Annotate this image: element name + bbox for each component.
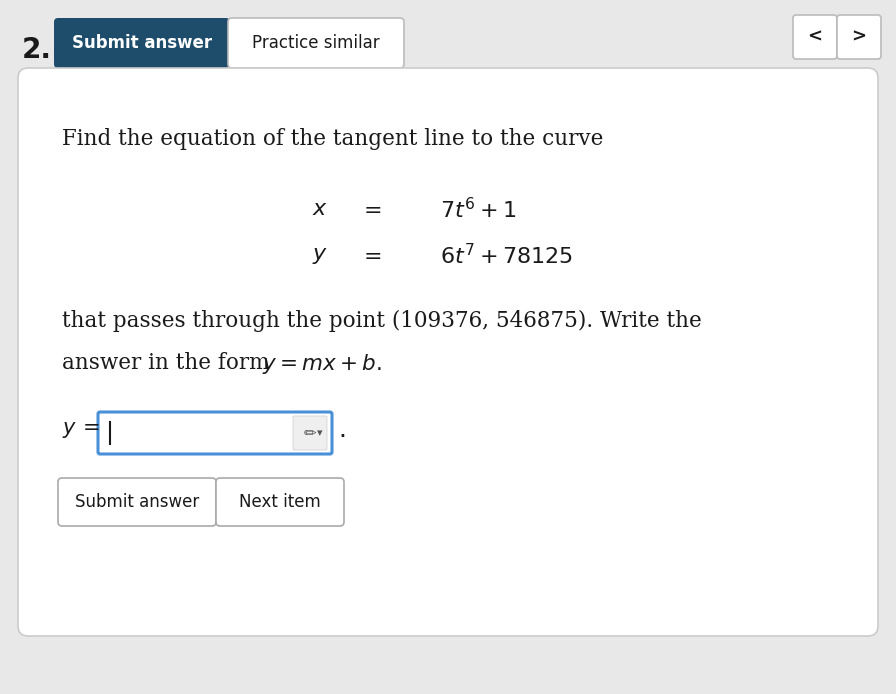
Text: $y$: $y$ — [312, 244, 328, 266]
Text: ▾: ▾ — [317, 428, 323, 438]
Text: Submit answer: Submit answer — [75, 493, 199, 511]
Text: Submit answer: Submit answer — [72, 34, 212, 52]
Text: Practice similar: Practice similar — [252, 34, 380, 52]
Text: 2.: 2. — [22, 36, 52, 64]
FancyBboxPatch shape — [98, 412, 332, 454]
FancyBboxPatch shape — [793, 15, 837, 59]
Text: $6t^7+78125$: $6t^7+78125$ — [440, 244, 573, 269]
Text: >: > — [851, 28, 866, 46]
Text: $y = mx + b.$: $y = mx + b.$ — [262, 352, 382, 376]
Text: ✏: ✏ — [304, 425, 316, 441]
Text: Find the equation of the tangent line to the curve: Find the equation of the tangent line to… — [62, 128, 603, 150]
Text: .: . — [338, 418, 346, 442]
Text: <: < — [807, 28, 823, 46]
FancyBboxPatch shape — [54, 18, 230, 68]
FancyBboxPatch shape — [18, 68, 878, 636]
Text: $7t^6+1$: $7t^6+1$ — [440, 198, 516, 223]
FancyBboxPatch shape — [0, 0, 896, 75]
FancyBboxPatch shape — [58, 478, 216, 526]
Text: Next item: Next item — [239, 493, 321, 511]
Text: $x$: $x$ — [312, 198, 328, 220]
Text: $=$: $=$ — [358, 198, 382, 220]
Text: that passes through the point (109376, 546875). Write the: that passes through the point (109376, 5… — [62, 310, 702, 332]
FancyBboxPatch shape — [293, 416, 327, 450]
FancyBboxPatch shape — [837, 15, 881, 59]
FancyBboxPatch shape — [228, 18, 404, 68]
Text: answer in the form: answer in the form — [62, 352, 276, 374]
Text: $=$: $=$ — [358, 244, 382, 266]
FancyBboxPatch shape — [216, 478, 344, 526]
Text: $y\,=$: $y\,=$ — [62, 420, 99, 440]
